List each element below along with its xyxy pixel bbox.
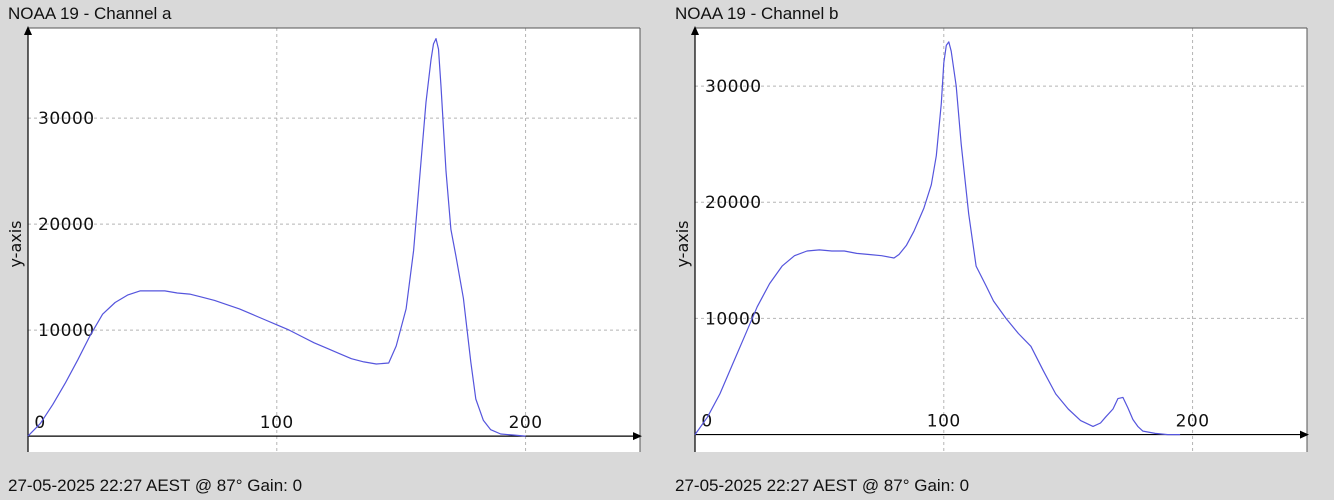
y-axis-label: y-axis <box>673 220 692 267</box>
y-tick-label: 30000 <box>705 77 762 97</box>
x-tick-label: 0 <box>701 412 712 432</box>
y-tick-label: 10000 <box>705 309 762 329</box>
channel-b-plot: 0 100 200 10000 20000 30000 y-axis <box>673 26 1309 452</box>
series-line <box>27 37 526 437</box>
series-line <box>694 41 1181 436</box>
channel-a-panel: NOAA 19 - Channel a 0 100 200 10000 20000 300… <box>6 4 642 495</box>
y-axis-arrow <box>691 26 699 35</box>
channel-b-panel: NOAA 19 - Channel b 0 100 200 10000 20000 300… <box>667 0 1334 500</box>
chart-title: NOAA 19 - Channel b <box>675 4 839 23</box>
plot-background <box>28 28 640 452</box>
y-tick-label: 10000 <box>38 321 95 341</box>
x-tick-label: 100 <box>927 412 961 432</box>
chart-title: NOAA 19 - Channel a <box>8 4 172 23</box>
y-tick-label: 20000 <box>705 193 762 213</box>
y-axis-arrow <box>24 26 32 35</box>
x-tick-label: 0 <box>34 413 45 433</box>
x-tick-label: 100 <box>260 413 294 433</box>
x-tick-label: 200 <box>1176 412 1210 432</box>
x-tick-label: 200 <box>509 413 543 433</box>
chart-footer: 27-05-2025 22:27 AEST @ 87° Gain: 0 <box>8 476 303 495</box>
y-axis-label: y-axis <box>6 220 25 267</box>
chart-footer: 27-05-2025 22:27 AEST @ 87° Gain: 0 <box>675 476 970 495</box>
y-tick-label: 30000 <box>38 109 95 129</box>
x-axis-arrow <box>633 432 642 441</box>
y-tick-label: 20000 <box>38 215 95 235</box>
plot-background <box>695 28 1307 452</box>
x-axis-arrow <box>1300 430 1309 439</box>
channel-a-plot: 0 100 200 10000 20000 30000 y-axis <box>6 26 642 452</box>
